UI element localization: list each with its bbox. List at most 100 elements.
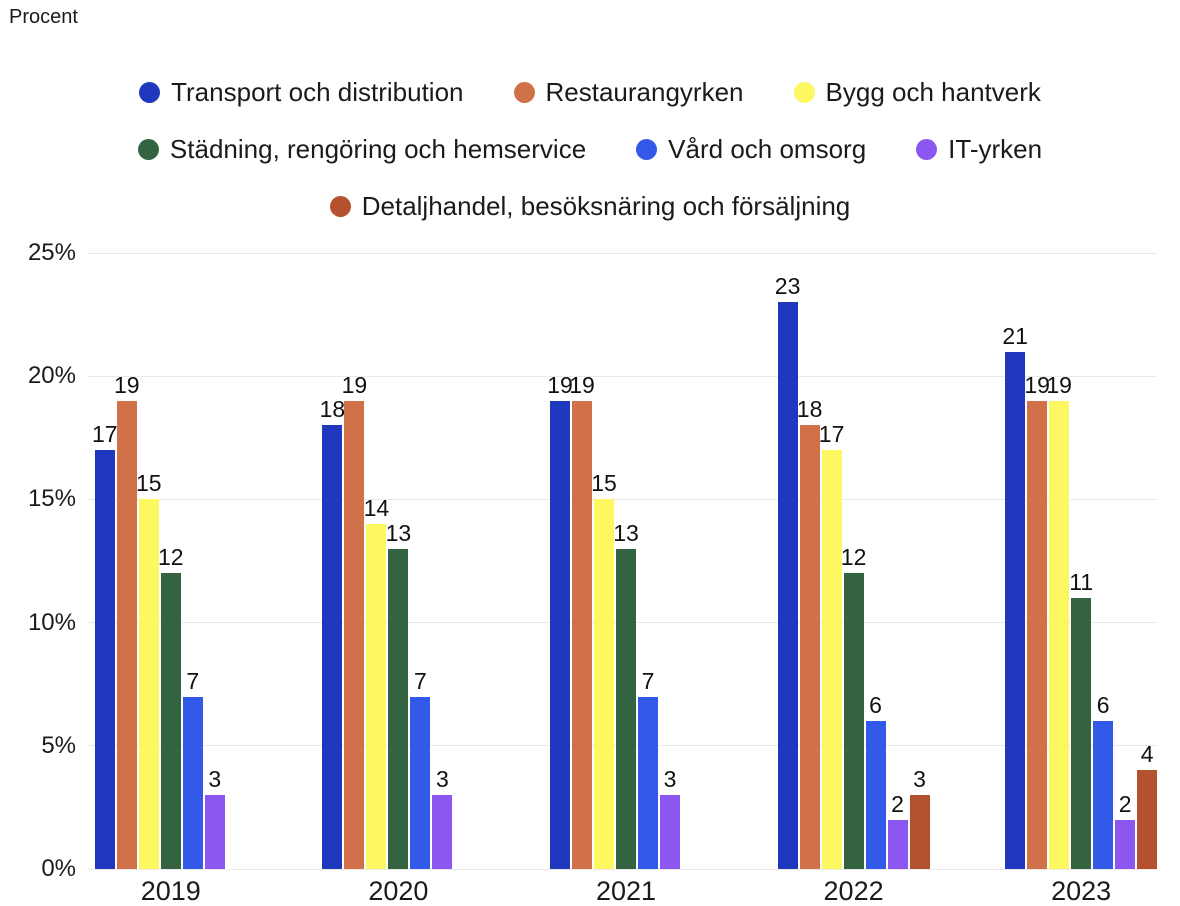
bar <box>909 795 930 869</box>
bar-value-label: 3 <box>663 766 677 793</box>
legend-dot-icon <box>137 138 159 160</box>
bar <box>637 696 658 869</box>
legend-dot-icon <box>329 195 351 217</box>
bar-value-label: 3 <box>913 766 926 793</box>
legend-label: IT-yrken <box>948 133 1043 164</box>
bar-value-label: 2 <box>891 790 904 817</box>
bar-slot: 7 <box>182 253 203 869</box>
bar-slot: 12 <box>840 253 867 869</box>
bar <box>94 450 115 869</box>
bar <box>1071 597 1092 869</box>
bar-slot: 3 <box>204 253 225 869</box>
bar-value-label: 18 <box>796 396 823 423</box>
bar-value-label: 21 <box>1002 322 1028 349</box>
bar-slot <box>682 253 702 869</box>
bar-slot: 6 <box>1093 253 1114 869</box>
bar <box>204 795 225 869</box>
bar-slot: 2 <box>887 253 908 869</box>
gridline <box>88 375 1157 377</box>
bar-group-2023: 21 19 19 11 6 2 4 <box>967 253 1180 869</box>
bar-value-label: 4 <box>1140 741 1154 768</box>
bar <box>887 819 908 869</box>
bar-value-label: 23 <box>774 273 801 300</box>
bar <box>865 721 886 869</box>
bar <box>432 795 453 869</box>
legend-label: Detaljhandel, besöksnäring och försäljni… <box>361 190 851 221</box>
legend-label: Städning, rengöring och hemservice <box>169 133 587 164</box>
legend-label: Transport och distribution <box>171 76 464 107</box>
bar-value-label: 11 <box>1069 568 1094 595</box>
bar-slot: 7 <box>410 253 431 869</box>
legend-label: Vård och omsorg <box>668 133 867 164</box>
y-tick-label: 20% <box>27 362 76 390</box>
plot-area: 25% 20% 15% 10% 5% 0% 17 19 15 12 7 3 18 19 14 13 7 3 19 1… <box>28 241 1158 906</box>
bar <box>1049 400 1070 869</box>
bar <box>182 696 203 869</box>
bar-slot: 19 <box>1024 253 1050 869</box>
bar <box>1005 351 1026 869</box>
y-axis-title: Procent <box>9 6 78 28</box>
bar <box>615 548 636 869</box>
bar <box>1093 721 1114 869</box>
legend-dot-icon <box>916 138 938 160</box>
bar-slot: 3 <box>659 253 680 869</box>
bar-value-label: 7 <box>641 667 655 694</box>
bar <box>322 425 343 869</box>
bar-value-label: 18 <box>319 396 346 423</box>
legend-label: Bygg och hantverk <box>825 76 1041 107</box>
bar-slot: 13 <box>386 253 411 869</box>
bar <box>659 795 680 869</box>
y-tick-label: 15% <box>27 485 76 513</box>
legend-row: Transport och distribution Restaurangyrke… <box>0 76 1180 108</box>
x-tick-label: 2020 <box>368 876 429 906</box>
gridline <box>88 868 1157 870</box>
bar-value-label: 3 <box>208 766 222 793</box>
bar-value-label: 13 <box>385 519 412 546</box>
bar-value-label: 13 <box>613 519 639 546</box>
bar <box>549 400 570 869</box>
legend-item: Bygg och hantverk <box>793 76 1041 108</box>
bar-value-label: 19 <box>1024 371 1050 398</box>
legend-dot-icon <box>636 138 658 160</box>
bar-slot: 3 <box>909 253 930 869</box>
bar-value-label: 2 <box>1118 790 1132 817</box>
bar <box>571 400 592 869</box>
bar-slot: 3 <box>432 253 453 869</box>
x-tick-label: 2021 <box>595 876 657 906</box>
bar-slot: 19 <box>342 253 367 869</box>
bar <box>843 573 864 869</box>
bar-value-label: 7 <box>413 667 427 694</box>
legend-item: Detaljhandel, besöksnäring och försäljni… <box>329 190 851 222</box>
bar-slot: 2 <box>1115 253 1136 869</box>
y-tick-label: 10% <box>27 608 76 636</box>
legend-row: Städning, rengöring och hemservice Vård o… <box>0 133 1180 165</box>
gridline <box>88 252 1157 254</box>
bar-group-2022: 23 18 17 12 6 2 3 <box>740 253 968 869</box>
bar-slot: 6 <box>865 253 886 869</box>
bar-value-label: 15 <box>591 470 617 497</box>
gridline <box>88 498 1157 500</box>
bar-slot: 18 <box>796 253 823 869</box>
bar <box>388 548 409 869</box>
bar <box>366 524 387 869</box>
bar-value-label: 12 <box>840 544 867 571</box>
bar-slot: 19 <box>1046 253 1072 869</box>
bar-value-label: 17 <box>818 421 845 448</box>
bar-slot: 11 <box>1069 253 1094 869</box>
bar-slot <box>227 253 247 869</box>
x-tick-label: 2023 <box>1051 876 1112 906</box>
bar-value-label: 6 <box>1096 692 1110 719</box>
bar-slot: 17 <box>92 253 118 869</box>
legend-row: Detaljhandel, besöksnäring och försäljni… <box>0 190 1180 222</box>
bar <box>1027 400 1048 869</box>
bar-group-2021: 19 19 15 13 7 3 <box>512 253 740 869</box>
bar-slot: 12 <box>158 253 184 869</box>
bar-value-label: 17 <box>92 421 118 448</box>
legend-item: Transport och distribution <box>139 76 464 108</box>
legend-dot-icon <box>513 81 535 103</box>
bar-slot: 15 <box>591 253 617 869</box>
bar-value-label: 3 <box>435 766 449 793</box>
legend-dot-icon <box>793 81 815 103</box>
bar <box>777 302 798 869</box>
